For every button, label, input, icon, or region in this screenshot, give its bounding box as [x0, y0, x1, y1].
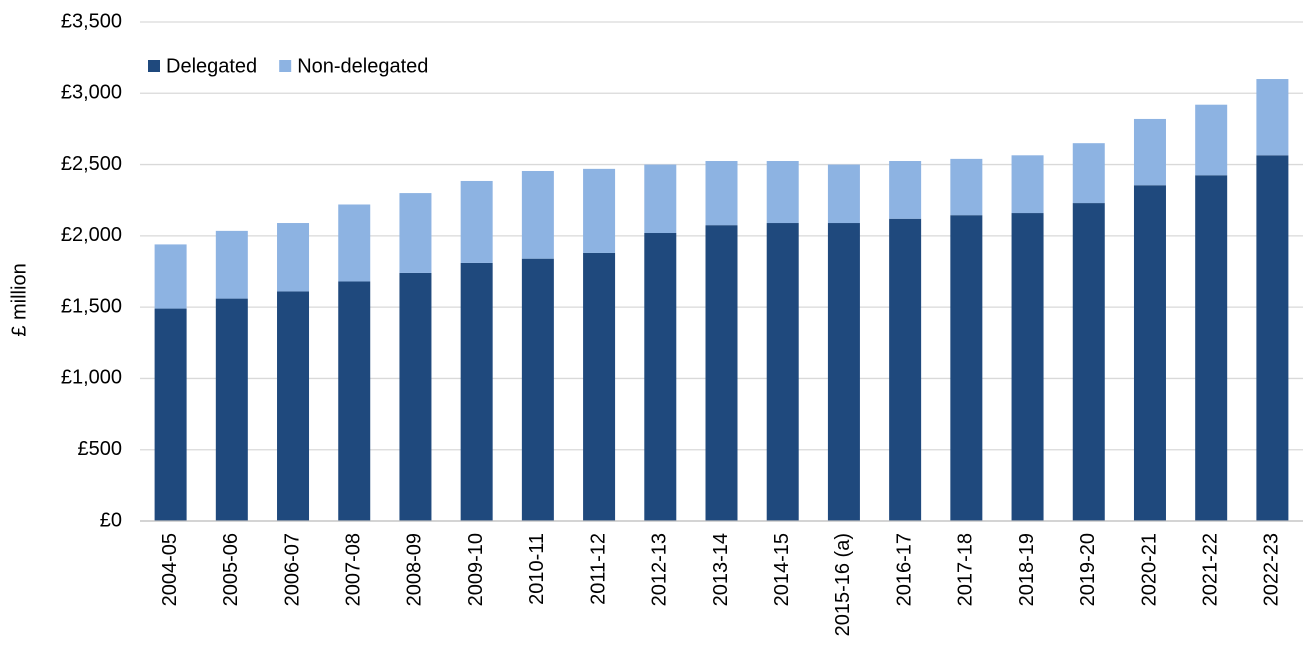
- y-tick-label: £2,000: [61, 224, 122, 246]
- bar-segment: [338, 281, 371, 521]
- bar-segment: [1072, 143, 1105, 204]
- x-tick-label: 2004-05: [159, 533, 181, 606]
- bar-segment: [1195, 175, 1228, 521]
- bar-segment: [277, 223, 310, 292]
- bar-segment: [1195, 104, 1228, 176]
- x-tick-label: 2006-07: [281, 533, 303, 606]
- bar-segment: [1072, 203, 1105, 521]
- x-tick-label: 2019-20: [1077, 533, 1099, 606]
- y-tick-label: £1,000: [61, 367, 122, 389]
- bar-segment: [154, 244, 187, 309]
- bar-segment: [338, 204, 371, 282]
- bar-segment: [277, 291, 310, 521]
- x-tick-label: 2016-17: [893, 533, 915, 606]
- bar-segment: [644, 164, 677, 234]
- x-tick-label: 2021-22: [1199, 533, 1221, 606]
- x-tick-label: 2008-09: [404, 533, 426, 606]
- x-tick-label: 2011-12: [587, 533, 609, 605]
- bar-segment: [399, 193, 432, 273]
- bar-segment: [766, 223, 799, 522]
- bar-segment: [1256, 155, 1289, 521]
- bar-segment: [827, 164, 860, 224]
- y-tick-label: £2,500: [61, 153, 122, 175]
- x-tick-label: 2014-15: [771, 533, 793, 606]
- legend-swatch: [279, 60, 292, 72]
- legend-label: Delegated: [166, 55, 257, 77]
- x-tick-label: 2010-11: [526, 533, 548, 605]
- bar-segment: [1133, 185, 1166, 521]
- x-tick-label: 2018-19: [1016, 533, 1038, 606]
- bar-segment: [1011, 213, 1044, 521]
- bar-segment: [889, 161, 922, 219]
- y-tick-label: £1,500: [61, 295, 122, 317]
- bar-segment: [399, 272, 432, 521]
- bar-segment: [583, 168, 616, 253]
- x-tick-label: 2022-23: [1261, 533, 1283, 606]
- bar-segment: [950, 215, 983, 522]
- bar-segment: [521, 170, 554, 259]
- x-tick-label: 2020-21: [1138, 533, 1160, 606]
- bar-segment: [583, 252, 616, 522]
- x-tick-label: 2009-10: [465, 533, 487, 606]
- x-tick-label: 2017-18: [955, 533, 977, 606]
- x-tick-label: 2015-16 (a): [832, 533, 854, 636]
- y-tick-label: £3,500: [61, 10, 122, 32]
- bar-segment: [521, 258, 554, 521]
- bar-segment: [950, 158, 983, 216]
- x-tick-label: 2005-06: [220, 533, 242, 606]
- x-tick-label: 2007-08: [343, 533, 365, 606]
- y-tick-label: £3,000: [61, 82, 122, 104]
- bar-segment: [1011, 155, 1044, 214]
- bar-segment: [705, 161, 738, 226]
- bar-segment: [460, 262, 493, 521]
- bar-segment: [154, 308, 187, 521]
- bar-segment: [644, 233, 677, 521]
- bar-segment: [460, 180, 493, 263]
- x-tick-label: 2013-14: [710, 533, 732, 606]
- x-tick-label: 2012-13: [649, 533, 671, 606]
- bar-segment: [215, 298, 248, 521]
- bar-segment: [215, 230, 248, 299]
- y-tick-label: £500: [78, 438, 123, 460]
- legend-label: Non-delegated: [297, 55, 428, 77]
- legend-swatch: [148, 60, 160, 72]
- y-axis-label: £ million: [8, 263, 30, 336]
- y-tick-label: £0: [100, 509, 122, 531]
- bar-segment: [705, 225, 738, 521]
- bar-segment: [766, 161, 799, 224]
- bar-segment: [1133, 118, 1166, 186]
- bar-segment: [1256, 79, 1289, 156]
- bar-segment: [889, 218, 922, 521]
- bar-segment: [827, 223, 860, 522]
